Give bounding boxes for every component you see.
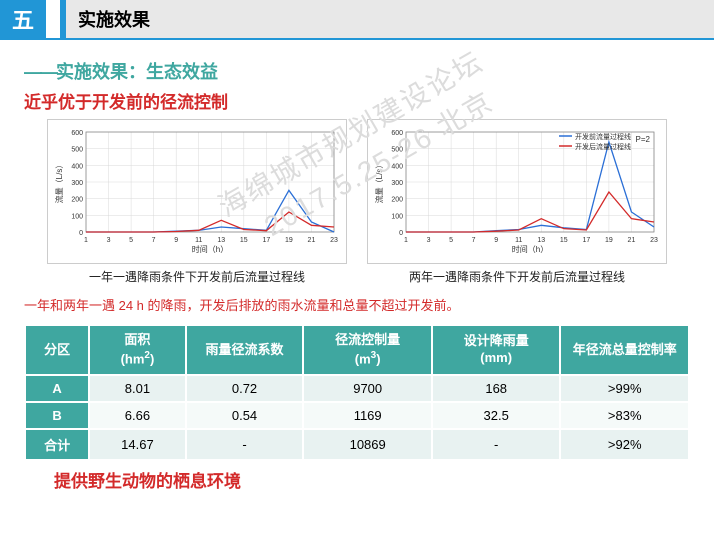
svg-text:11: 11 <box>515 237 522 244</box>
svg-text:400: 400 <box>71 163 83 170</box>
red-note: 一年和两年一遇 24 h 的降雨，开发后排放的雨水流量和总量不超过开发前。 <box>24 295 690 314</box>
svg-text:300: 300 <box>391 180 403 187</box>
table-cell: >92% <box>560 429 689 460</box>
svg-text:11: 11 <box>195 237 202 244</box>
table-cell: 0.54 <box>186 402 304 429</box>
table-cell: 168 <box>432 375 561 402</box>
svg-text:流量（L/s）: 流量（L/s） <box>54 161 64 204</box>
svg-text:5: 5 <box>129 237 133 244</box>
table-cell: 32.5 <box>432 402 561 429</box>
svg-text:P=2: P=2 <box>636 135 651 144</box>
svg-text:500: 500 <box>391 147 403 154</box>
svg-text:开发后流量过程线: 开发后流量过程线 <box>575 142 631 151</box>
svg-text:0: 0 <box>399 230 403 237</box>
chart-1: 01002003004005006001357911131517192123时间… <box>52 124 342 254</box>
table-row: 合计14.67-10869->92% <box>25 429 689 460</box>
table-cell: 14.67 <box>89 429 185 460</box>
svg-text:5: 5 <box>449 237 453 244</box>
svg-text:7: 7 <box>472 237 476 244</box>
svg-text:17: 17 <box>262 237 270 244</box>
subtitle-text: 实施效果：生态效益 <box>56 62 218 82</box>
svg-text:3: 3 <box>107 237 111 244</box>
svg-text:500: 500 <box>71 147 83 154</box>
row-label: A <box>25 375 89 402</box>
svg-text:流量（L/s）: 流量（L/s） <box>374 161 384 204</box>
chart-2: 01002003004005006001357911131517192123时间… <box>372 124 662 254</box>
svg-text:17: 17 <box>582 237 590 244</box>
table-header: 分区 <box>25 325 89 375</box>
slide-header: 五 实施效果 <box>0 0 714 40</box>
svg-text:19: 19 <box>285 237 293 244</box>
table-header: 雨量径流系数 <box>186 325 304 375</box>
table-cell: 6.66 <box>89 402 185 429</box>
table-header: 设计降雨量(mm) <box>432 325 561 375</box>
svg-text:21: 21 <box>308 237 316 244</box>
table-cell: 8.01 <box>89 375 185 402</box>
table-cell: - <box>186 429 304 460</box>
table-header: 年径流总量控制率 <box>560 325 689 375</box>
section-title: 实施效果 <box>66 0 714 38</box>
emphasis-line-1: 近乎优于开发前的径流控制 <box>24 88 690 113</box>
svg-text:时间（h）: 时间（h） <box>192 244 228 254</box>
svg-text:19: 19 <box>605 237 613 244</box>
svg-text:21: 21 <box>628 237 636 244</box>
footer-emphasis: 提供野生动物的栖息环境 <box>54 467 690 492</box>
svg-text:15: 15 <box>240 237 248 244</box>
svg-text:100: 100 <box>391 213 403 220</box>
table-cell: >99% <box>560 375 689 402</box>
svg-text:时间（h）: 时间（h） <box>512 244 548 254</box>
svg-text:9: 9 <box>494 237 498 244</box>
svg-text:200: 200 <box>71 197 83 204</box>
svg-text:200: 200 <box>391 197 403 204</box>
row-label: B <box>25 402 89 429</box>
subtitle-row: ——实施效果：生态效益 <box>24 58 690 84</box>
subtitle-dash: —— <box>24 62 56 82</box>
svg-text:0: 0 <box>79 230 83 237</box>
table-cell: 0.72 <box>186 375 304 402</box>
svg-text:3: 3 <box>427 237 431 244</box>
chart-1-box: 01002003004005006001357911131517192123时间… <box>47 119 347 285</box>
svg-text:1: 1 <box>404 237 408 244</box>
svg-text:600: 600 <box>71 130 83 137</box>
row-label: 合计 <box>25 429 89 460</box>
chart-2-caption: 两年一遇降雨条件下开发前后流量过程线 <box>367 268 667 285</box>
chart-1-caption: 一年一遇降雨条件下开发前后流量过程线 <box>47 268 347 285</box>
svg-text:300: 300 <box>71 180 83 187</box>
svg-text:400: 400 <box>391 163 403 170</box>
svg-text:23: 23 <box>330 237 338 244</box>
data-table: 分区面积(hm2)雨量径流系数径流控制量(m3)设计降雨量(mm)年径流总量控制… <box>24 324 690 461</box>
section-number: 五 <box>0 0 46 38</box>
table-cell: 9700 <box>303 375 432 402</box>
svg-text:23: 23 <box>650 237 658 244</box>
table-row: B6.660.54116932.5>83% <box>25 402 689 429</box>
chart-2-box: 01002003004005006001357911131517192123时间… <box>367 119 667 285</box>
svg-text:9: 9 <box>174 237 178 244</box>
table-cell: 1169 <box>303 402 432 429</box>
charts-row: 01002003004005006001357911131517192123时间… <box>24 119 690 285</box>
svg-text:100: 100 <box>71 213 83 220</box>
table-header: 径流控制量(m3) <box>303 325 432 375</box>
svg-text:开发前流量过程线: 开发前流量过程线 <box>575 132 631 141</box>
table-row: A8.010.729700168>99% <box>25 375 689 402</box>
table-header: 面积(hm2) <box>89 325 185 375</box>
svg-text:13: 13 <box>537 237 545 244</box>
svg-text:15: 15 <box>560 237 568 244</box>
table-cell: 10869 <box>303 429 432 460</box>
svg-text:13: 13 <box>217 237 225 244</box>
svg-text:600: 600 <box>391 130 403 137</box>
table-cell: >83% <box>560 402 689 429</box>
table-cell: - <box>432 429 561 460</box>
svg-text:7: 7 <box>152 237 156 244</box>
svg-text:1: 1 <box>84 237 88 244</box>
